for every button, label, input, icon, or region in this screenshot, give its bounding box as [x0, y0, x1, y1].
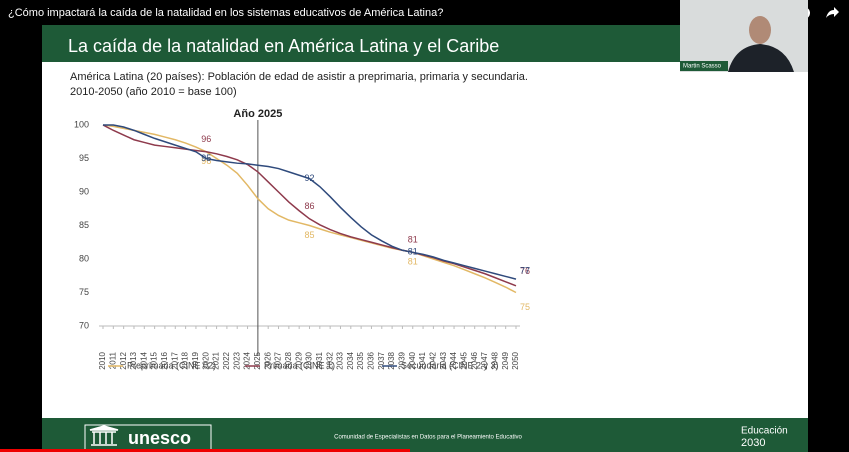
x-tick-label: 2011 — [108, 351, 117, 369]
chart-title: América Latina (20 países): Población de… — [70, 71, 528, 83]
x-tick-label: 2018 — [181, 351, 190, 369]
x-tick-label: 2013 — [129, 351, 138, 369]
series-line — [103, 124, 517, 280]
x-tick-label: 2015 — [150, 351, 159, 369]
x-tick-label: 2016 — [160, 351, 169, 369]
video-title: ¿Cómo impactará la caída de la natalidad… — [8, 7, 443, 19]
presenter-name: Martin Scasso — [683, 64, 722, 70]
x-tick-label: 2044 — [449, 351, 458, 369]
brand-line2: 2030 — [741, 437, 765, 449]
x-tick-label: 2022 — [222, 351, 231, 369]
x-tick-label: 2027 — [274, 351, 283, 369]
y-tick-label: 100 — [74, 119, 89, 129]
legend-label: Secundaria (CINE 2 y 3) — [401, 360, 499, 370]
series-line — [102, 124, 517, 294]
legend-label: Primaria (CINE 1) — [264, 360, 335, 370]
x-tick-label: 2036 — [367, 351, 376, 369]
x-tick-label: 2010 — [98, 351, 107, 369]
footer-text: Comunidad de Especialistas en Datos para… — [334, 435, 522, 441]
x-tick-label: 2026 — [263, 351, 272, 369]
y-tick-label: 70 — [79, 320, 89, 330]
data-label: 81 — [408, 247, 418, 257]
data-label: 86 — [304, 201, 314, 211]
x-tick-label: 2046 — [470, 351, 479, 369]
x-tick-label: 2014 — [139, 351, 148, 369]
x-tick-label: 2035 — [356, 351, 365, 369]
x-tick-label: 2050 — [511, 351, 520, 369]
data-label: 96 — [201, 134, 211, 144]
data-label: 95 — [201, 153, 211, 163]
share-icon[interactable] — [826, 7, 839, 18]
x-tick-label: 2049 — [501, 351, 510, 369]
chart-subtitle: 2010-2050 (año 2010 = base 100) — [70, 86, 237, 98]
x-tick-label: 2033 — [336, 351, 345, 369]
brand-line1: Educación — [741, 426, 788, 437]
y-tick-label: 75 — [79, 287, 89, 297]
slide-title: La caída de la natalidad en América Lati… — [68, 36, 499, 56]
data-label: 96 — [201, 156, 211, 166]
x-tick-label: 2041 — [418, 351, 427, 369]
y-tick-label: 80 — [79, 253, 89, 263]
x-tick-label: 2034 — [346, 351, 355, 369]
webcam: Martin Scasso — [680, 0, 808, 72]
data-label: 81 — [408, 235, 418, 245]
data-label: 75 — [520, 302, 530, 312]
x-tick-label: 2037 — [377, 351, 386, 369]
x-tick-label: 2025 — [253, 351, 262, 369]
x-tick-label: 2031 — [315, 351, 324, 369]
x-tick-label: 2038 — [387, 351, 396, 369]
x-tick-label: 2028 — [284, 351, 293, 369]
x-tick-label: 2012 — [119, 351, 128, 369]
data-label: 76 — [520, 266, 530, 276]
data-label: 77 — [520, 265, 530, 275]
progress-bar[interactable] — [0, 449, 410, 452]
vline-label: Año 2025 — [233, 108, 282, 120]
data-label: 92 — [304, 173, 314, 183]
x-tick-label: 2021 — [212, 351, 221, 369]
unesco-text: unesco — [128, 428, 191, 448]
data-label: 85 — [304, 230, 314, 240]
x-tick-label: 2047 — [480, 351, 489, 369]
x-tick-label: 2019 — [191, 351, 200, 369]
x-tick-label: 2039 — [398, 351, 407, 369]
unesco-logo: unesco — [84, 424, 212, 451]
x-tick-label: 2043 — [439, 351, 448, 369]
x-tick-label: 2042 — [429, 351, 438, 369]
y-tick-label: 95 — [79, 153, 89, 163]
x-tick-label: 2030 — [305, 351, 314, 369]
x-tick-label: 2023 — [232, 351, 241, 369]
y-tick-label: 85 — [79, 220, 89, 230]
x-tick-label: 2032 — [325, 351, 334, 369]
x-tick-label: 2029 — [294, 351, 303, 369]
slide — [42, 25, 808, 452]
legend-label: Preprimaria (CINE 02) — [127, 360, 216, 370]
x-tick-label: 2048 — [490, 351, 499, 369]
x-tick-label: 2045 — [459, 351, 468, 369]
x-tick-label: 2020 — [201, 351, 210, 369]
data-label: 81 — [408, 257, 418, 267]
x-tick-label: 2017 — [170, 351, 179, 369]
x-tick-label: 2040 — [408, 351, 417, 369]
y-tick-label: 90 — [79, 186, 89, 196]
x-tick-label: 2024 — [243, 351, 252, 369]
